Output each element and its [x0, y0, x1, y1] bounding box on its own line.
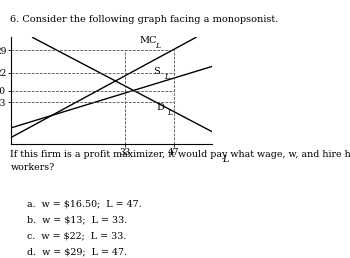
Text: MC: MC: [139, 36, 156, 45]
Text: 6. Consider the following graph facing a monopsonist.: 6. Consider the following graph facing a…: [10, 15, 279, 24]
Text: L: L: [222, 155, 229, 164]
Text: L: L: [164, 73, 169, 81]
Text: L: L: [168, 109, 173, 117]
Text: b.  w = $13;  L = 33.: b. w = $13; L = 33.: [27, 215, 127, 224]
Text: D: D: [156, 103, 164, 112]
Text: If this firm is a profit maximizer, it would pay what wage, w, and hire how many: If this firm is a profit maximizer, it w…: [10, 150, 350, 172]
Text: c.  w = $22;  L = 33.: c. w = $22; L = 33.: [27, 231, 127, 240]
Text: S: S: [153, 67, 160, 76]
Text: L: L: [155, 42, 160, 50]
Text: a.  w = $16.50;  L = 47.: a. w = $16.50; L = 47.: [27, 200, 142, 209]
Text: d.  w = $29;  L = 47.: d. w = $29; L = 47.: [27, 247, 127, 256]
